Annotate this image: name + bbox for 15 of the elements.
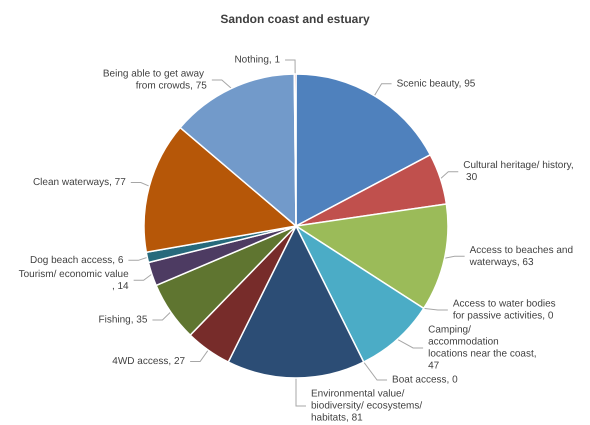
data-label: Dog beach access, 6 <box>30 254 124 266</box>
text: Access to water bodies for passive activities, 0 <box>452 298 556 322</box>
data-label: Access to beaches and waterways, 63 <box>468 244 576 268</box>
data-label: Nothing, 1 <box>234 54 280 66</box>
data-label: Camping/ accommodation locations near the coast, 47 <box>428 324 540 372</box>
data-label: Scenic beauty, 95 <box>396 78 476 90</box>
data-label: Tourism/ economic value, 14 <box>18 268 130 292</box>
text: Boat access, 0 <box>392 374 458 386</box>
data-label: Environmental value/biodiversity/ ecosystems/habitats, 81 <box>311 388 422 424</box>
data-label: Fishing, 35 <box>98 314 148 326</box>
data-label: Cultural heritage/ history, 30 <box>463 160 574 184</box>
data-label: Being able to get away from crowds, 75 <box>102 68 208 92</box>
chart-title: Sandon coast and estuary <box>220 12 370 26</box>
data-label: 4WD access, 27 <box>112 356 186 368</box>
data-label: Clean waterways, 77 <box>32 177 126 188</box>
